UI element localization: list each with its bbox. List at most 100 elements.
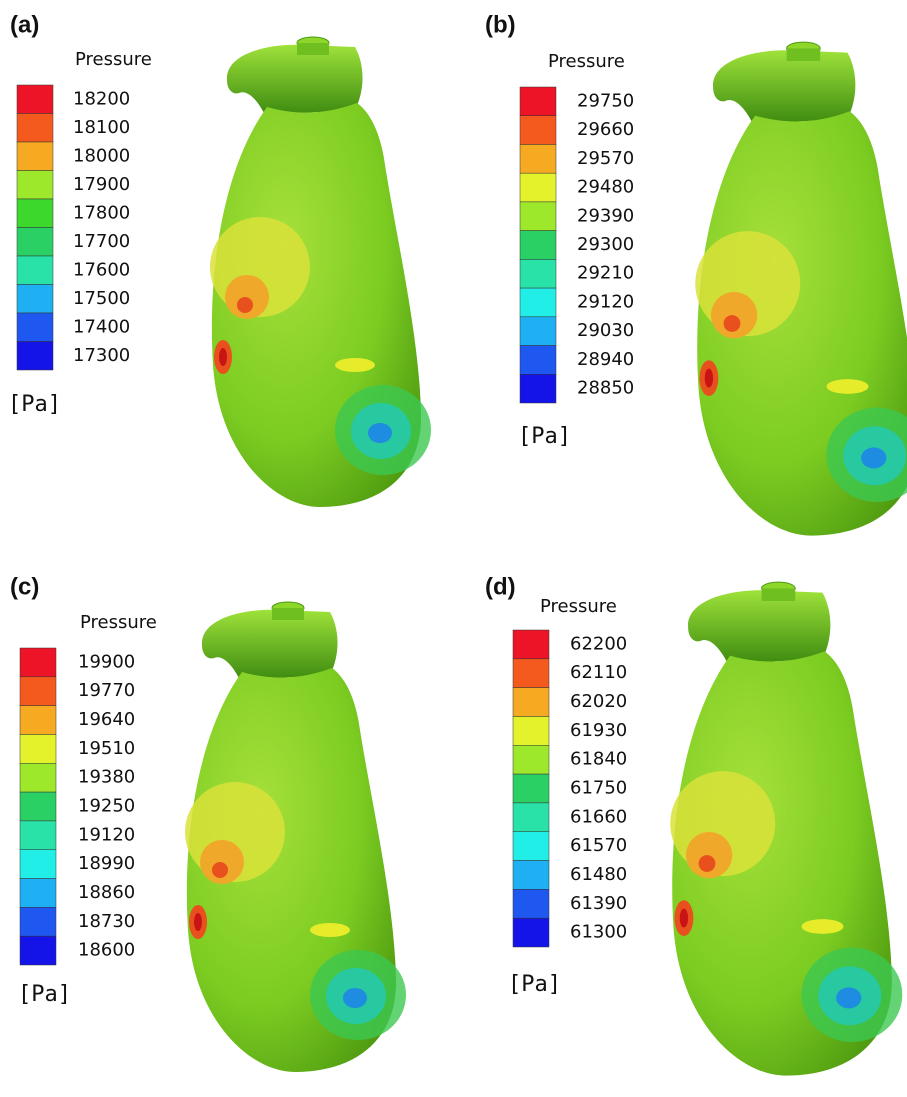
tick-label: 17900 bbox=[73, 174, 130, 195]
colorbar-band bbox=[16, 141, 54, 171]
colorbar-band bbox=[512, 745, 550, 775]
tick-label: 61480 bbox=[570, 864, 627, 885]
colorbar-band bbox=[16, 198, 54, 228]
tick-label: 17600 bbox=[73, 259, 130, 280]
unit-label: [Pa] bbox=[508, 972, 561, 997]
tick-label: 19380 bbox=[78, 767, 135, 788]
pressure-map bbox=[209, 36, 432, 508]
colorbar-band bbox=[19, 935, 57, 966]
colorbar-band bbox=[519, 230, 557, 260]
colorbar-band bbox=[519, 345, 557, 375]
colorbar-band bbox=[519, 201, 557, 231]
tick-label: 61840 bbox=[570, 749, 627, 770]
tick-label: 29210 bbox=[577, 263, 634, 284]
colorbar-band bbox=[19, 878, 57, 908]
tick-label: 61660 bbox=[570, 806, 627, 827]
tick-label: 28850 bbox=[577, 378, 634, 399]
colorbar-band bbox=[19, 791, 57, 822]
tick-label: 17500 bbox=[73, 288, 130, 309]
tick-label: 19250 bbox=[78, 796, 135, 817]
colorbar-band bbox=[519, 115, 557, 145]
colorbar-band bbox=[16, 227, 54, 257]
tick-label: 18730 bbox=[78, 911, 135, 932]
tick-label: 29570 bbox=[577, 148, 634, 169]
colorbar-band bbox=[16, 312, 54, 342]
legend-title: Pressure bbox=[80, 612, 157, 633]
pressure-map bbox=[694, 41, 907, 537]
colorbar-band bbox=[512, 917, 550, 948]
colorbar-band bbox=[16, 255, 54, 285]
colorbar-band bbox=[16, 341, 54, 371]
tick-label: 29120 bbox=[577, 291, 634, 312]
colorbar-band bbox=[512, 716, 550, 746]
tick-label: 62200 bbox=[570, 633, 627, 654]
panel-label: (a) bbox=[10, 11, 39, 38]
legend-title: Pressure bbox=[548, 51, 625, 72]
tick-label: 61750 bbox=[570, 778, 627, 799]
colorbar-band bbox=[512, 860, 550, 890]
tick-label: 62110 bbox=[570, 662, 627, 683]
pressure-map bbox=[669, 581, 903, 1077]
colorbar-band bbox=[519, 374, 557, 404]
tick-label: 61300 bbox=[570, 922, 627, 943]
tick-label: 17800 bbox=[73, 202, 130, 223]
colorbar-band bbox=[512, 831, 550, 861]
colorbar-band bbox=[519, 259, 557, 289]
tick-label: 28940 bbox=[577, 349, 634, 370]
tick-label: 18990 bbox=[78, 853, 135, 874]
colorbar-band bbox=[519, 316, 557, 346]
tick-label: 29480 bbox=[577, 177, 634, 198]
tick-label: 29660 bbox=[577, 119, 634, 140]
colorbar-band bbox=[519, 172, 557, 203]
colorbar-band bbox=[19, 820, 57, 850]
tick-label: 61390 bbox=[570, 893, 627, 914]
legend-title: Pressure bbox=[540, 596, 617, 617]
colorbar-band bbox=[519, 144, 557, 174]
tick-label: 19640 bbox=[78, 709, 135, 730]
colorbar-band bbox=[519, 287, 557, 318]
tick-label: 18600 bbox=[78, 940, 135, 961]
colorbar-band bbox=[512, 889, 550, 919]
panel-label: (b) bbox=[485, 11, 516, 38]
tick-label: 18000 bbox=[73, 145, 130, 166]
tick-label: 29030 bbox=[577, 320, 634, 341]
tick-label: 29750 bbox=[577, 90, 634, 111]
colorbar-band bbox=[19, 676, 57, 706]
colorbar-band bbox=[16, 113, 54, 143]
tick-label: 62020 bbox=[570, 691, 627, 712]
colorbar-band bbox=[19, 705, 57, 735]
tick-label: 18100 bbox=[73, 117, 130, 138]
tick-label: 19770 bbox=[78, 680, 135, 701]
colorbar-band bbox=[19, 849, 57, 879]
tick-label: 17400 bbox=[73, 316, 130, 337]
colorbar-band bbox=[512, 802, 550, 832]
tick-label: 29300 bbox=[577, 234, 634, 255]
colorbar-band bbox=[19, 907, 57, 937]
unit-label: [Pa] bbox=[8, 392, 61, 417]
legend-title: Pressure bbox=[75, 49, 152, 70]
pressure-map bbox=[184, 601, 407, 1073]
colorbar-band bbox=[512, 629, 550, 660]
colorbar-band bbox=[16, 84, 54, 114]
tick-label: 19900 bbox=[78, 651, 135, 672]
colorbar-band bbox=[16, 170, 54, 200]
tick-label: 61930 bbox=[570, 720, 627, 741]
panel-label: (c) bbox=[10, 573, 39, 600]
colorbar-band bbox=[512, 773, 550, 804]
tick-label: 29390 bbox=[577, 205, 634, 226]
colorbar-band bbox=[19, 734, 57, 764]
unit-label: [Pa] bbox=[518, 424, 571, 449]
colorbar-band bbox=[519, 86, 557, 116]
tick-label: 18860 bbox=[78, 882, 135, 903]
colorbar-band bbox=[512, 658, 550, 688]
colorbar-band bbox=[512, 687, 550, 717]
colorbar-band bbox=[19, 647, 57, 678]
colorbar-band bbox=[19, 763, 57, 793]
tick-label: 17700 bbox=[73, 231, 130, 252]
tick-label: 61570 bbox=[570, 835, 627, 856]
tick-label: 17300 bbox=[73, 345, 130, 366]
tick-label: 19510 bbox=[78, 738, 135, 759]
colorbar-band bbox=[16, 284, 54, 314]
tick-label: 18200 bbox=[73, 88, 130, 109]
unit-label: [Pa] bbox=[18, 982, 71, 1007]
